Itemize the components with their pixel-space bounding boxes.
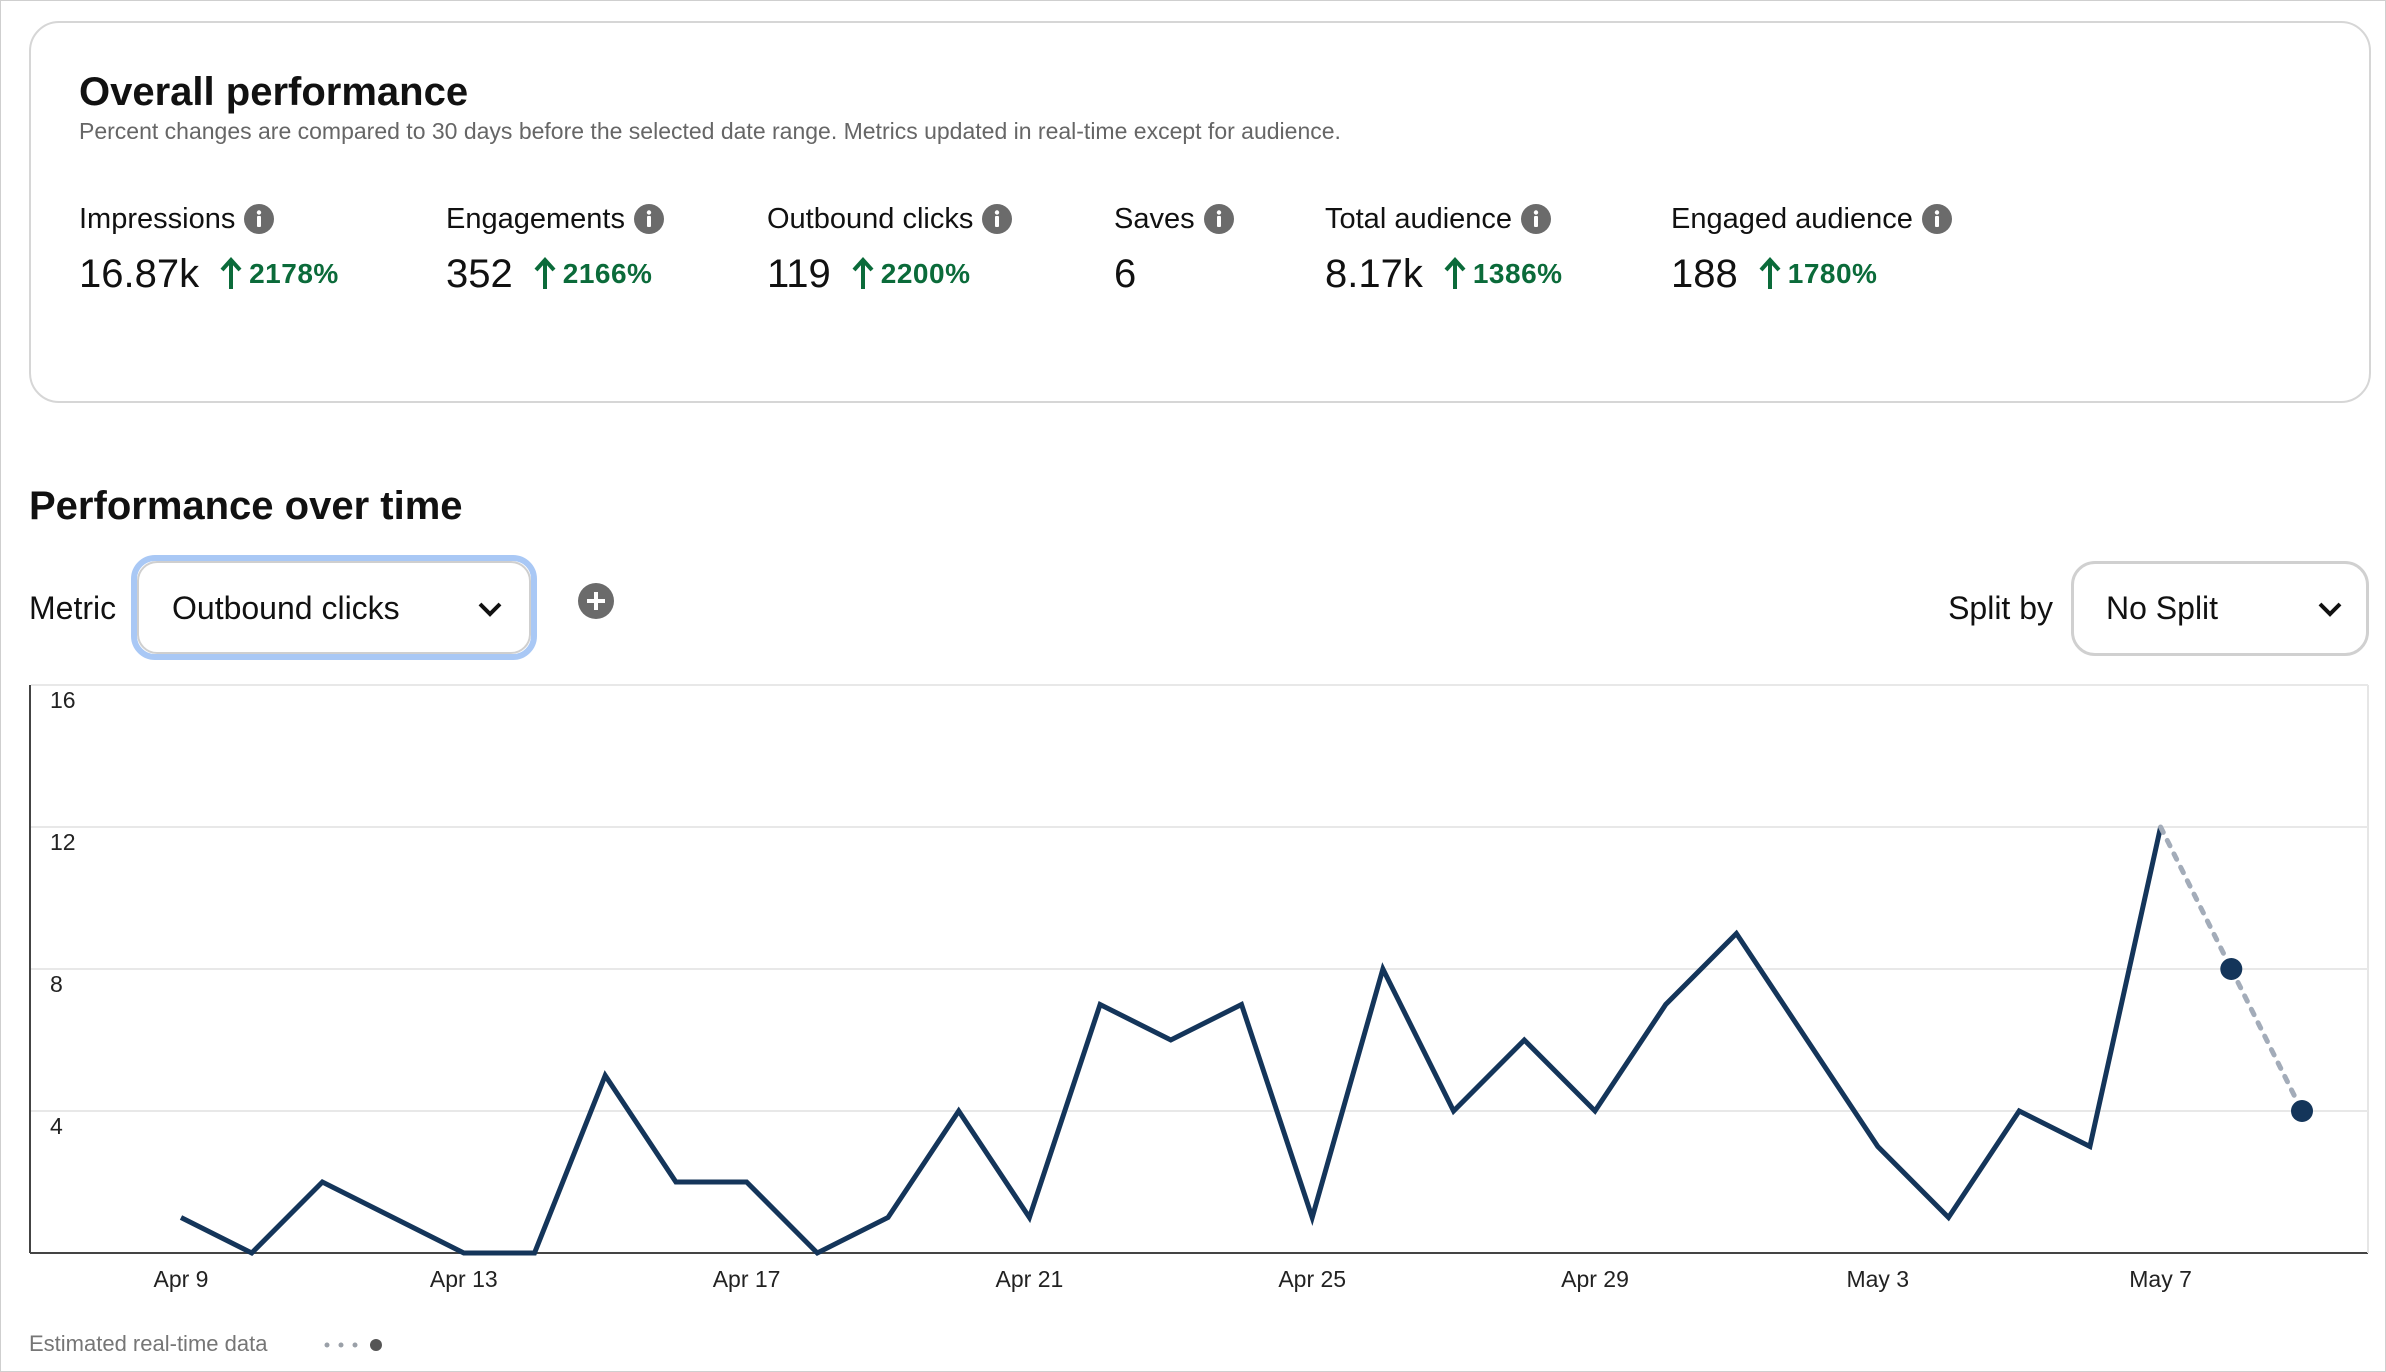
up-arrow [1443, 255, 1467, 293]
metric-value: 8.17k [1325, 252, 1423, 296]
metric-label: Engagements [446, 203, 625, 235]
split-dropdown[interactable] [2071, 561, 2369, 656]
info-icon[interactable] [981, 203, 1013, 235]
metric-change: 1780% [1787, 258, 1878, 289]
metric-change: 1386% [1472, 258, 1563, 289]
x-tick-label: Apr 21 [996, 1266, 1064, 1292]
metric-value: 119 [767, 252, 831, 296]
x-tick-label: Apr 9 [154, 1266, 209, 1292]
x-tick-label: Apr 17 [713, 1266, 781, 1292]
split-dropdown-value: No Split [2106, 590, 2219, 626]
y-tick-label: 4 [50, 1113, 63, 1139]
up-arrow [1758, 255, 1782, 293]
estimate-connector [2158, 824, 2234, 972]
metric-value: 6 [1114, 252, 1137, 296]
chevron [478, 602, 502, 617]
metric-change: 2178% [249, 258, 339, 289]
section-title: Performance over time [29, 484, 463, 528]
card-subtitle: Percent changes are compared to 30 days … [79, 118, 1341, 144]
metric-label: Outbound clicks [767, 203, 974, 235]
metric-label: Impressions [79, 203, 236, 235]
x-tick-label: May 3 [1846, 1266, 1909, 1292]
info-icon[interactable] [243, 203, 275, 235]
info-icon[interactable] [1520, 203, 1552, 235]
split-label: Split by [1948, 590, 2053, 626]
legend-icon [324, 1339, 382, 1351]
metric-dropdown-value: Outbound clicks [172, 590, 400, 626]
y-tick-label: 8 [50, 971, 63, 997]
x-tick-label: Apr 25 [1278, 1266, 1346, 1292]
metric-change: 2166% [562, 258, 653, 289]
metric-value: 16.87k [79, 252, 200, 296]
card-title: Overall performance [79, 70, 469, 114]
metric-value: 352 [446, 252, 513, 296]
data-line [179, 826, 2164, 1257]
metric-value: 188 [1671, 252, 1738, 296]
x-tick-label: May 7 [2129, 1266, 2192, 1292]
metric-label: Saves [1114, 203, 1195, 235]
metric-change: 2200% [880, 258, 971, 289]
metric-dropdown[interactable] [137, 561, 531, 654]
estimate-point [2220, 958, 2243, 980]
y-tick-label: 16 [50, 687, 76, 713]
up-arrow [533, 255, 557, 293]
add-metric-button[interactable] [576, 581, 616, 621]
legend-label: Estimated real-time data [29, 1331, 268, 1356]
info-icon[interactable] [633, 203, 665, 235]
info-icon[interactable] [1921, 203, 1953, 235]
chevron [2318, 602, 2342, 617]
up-arrow [851, 255, 875, 293]
metric-label: Total audience [1325, 203, 1513, 235]
x-tick-label: Apr 29 [1561, 1266, 1629, 1292]
estimate-point [2291, 1100, 2313, 1122]
overall-card [29, 21, 2371, 403]
info-icon[interactable] [1203, 203, 1235, 235]
metric-label: Engaged audience [1671, 203, 1913, 235]
x-tick-label: Apr 13 [430, 1266, 498, 1292]
y-tick-label: 12 [50, 829, 76, 855]
metric-label: Metric [29, 590, 117, 626]
up-arrow [219, 255, 243, 293]
estimate-line [2228, 966, 2305, 1114]
